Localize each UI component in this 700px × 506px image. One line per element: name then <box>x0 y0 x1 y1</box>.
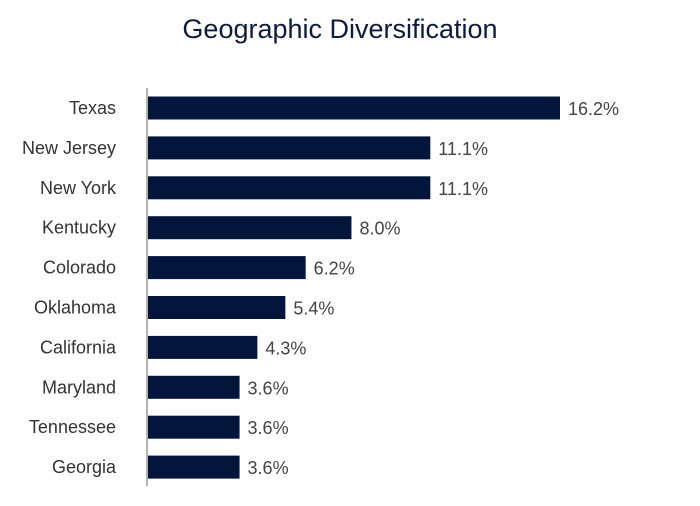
bar-tennessee <box>148 415 240 439</box>
bar-texas <box>148 96 560 120</box>
bar-california <box>148 335 258 359</box>
data-label: 3.6% <box>248 458 289 478</box>
data-label: 8.0% <box>359 219 400 239</box>
category-label: New York <box>40 178 117 198</box>
bar-new-york <box>148 176 431 200</box>
category-label: Colorado <box>43 258 116 278</box>
category-label: Oklahoma <box>34 298 117 318</box>
category-label: California <box>40 337 117 357</box>
category-label: Georgia <box>52 457 117 477</box>
bar-colorado <box>148 256 306 280</box>
category-label: New Jersey <box>22 138 116 158</box>
bar-georgia <box>148 455 240 479</box>
category-label: Texas <box>69 98 116 118</box>
data-label: 3.6% <box>248 418 289 438</box>
category-label: Tennessee <box>29 417 116 437</box>
data-label: 5.4% <box>293 299 334 319</box>
category-label: Kentucky <box>42 218 116 238</box>
chart-title: Geographic Diversification <box>182 14 498 44</box>
data-label: 3.6% <box>248 378 289 398</box>
bar-kentucky <box>148 216 352 240</box>
data-label: 4.3% <box>265 338 306 358</box>
bar-oklahoma <box>148 296 286 319</box>
category-label: Maryland <box>42 377 116 397</box>
data-label: 11.1% <box>438 139 488 159</box>
data-label: 6.2% <box>314 259 355 279</box>
bar-maryland <box>148 375 240 399</box>
data-label: 16.2% <box>568 99 619 119</box>
data-label: 11.1% <box>438 179 488 199</box>
bar-new-jersey <box>148 136 431 160</box>
